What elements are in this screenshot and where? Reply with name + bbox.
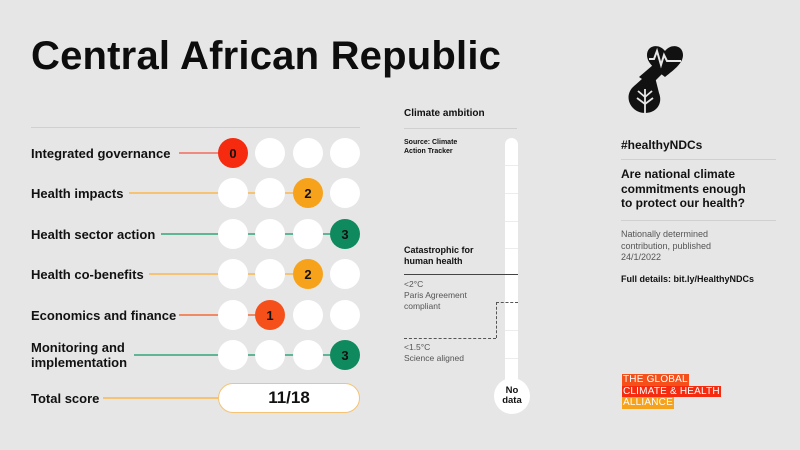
ndc-line: Nationally determined [621, 229, 709, 239]
score-dot [293, 219, 323, 249]
score-dot-active: 2 [293, 259, 323, 289]
climate-ambition-title: Climate ambition [404, 108, 485, 119]
science-line: <1.5°C [404, 342, 431, 352]
score-dot [218, 219, 248, 249]
score-row-health-sector-action: Health sector action 3 [31, 219, 361, 255]
bulb-text: data [502, 395, 522, 406]
category-label: Health impacts [31, 186, 124, 201]
score-dot [218, 340, 248, 370]
score-dots: 0 [218, 138, 361, 168]
science-threshold-label: <1.5°C Science aligned [404, 342, 464, 364]
ndc-line: 24/1/2022 [621, 252, 662, 262]
score-dots: 2 [218, 259, 361, 289]
category-label-line: Monitoring and [31, 340, 125, 355]
full-details-link[interactable]: Full details: bit.ly/HealthyNDCs [621, 274, 755, 284]
question-line: commitments enough [621, 181, 746, 196]
paris-line: <2°C [404, 279, 424, 289]
total-score-row: Total score [31, 383, 361, 419]
science-line: Science aligned [404, 353, 465, 363]
connector-line [179, 152, 221, 154]
category-label-line: implementation [31, 355, 128, 370]
score-dot [293, 138, 323, 168]
category-label: Monitoring and implementation [31, 340, 127, 370]
paris-threshold-dash [496, 302, 497, 338]
divider [404, 128, 517, 129]
category-label: Health sector action [31, 227, 156, 242]
total-score-label: Total score [31, 391, 100, 406]
score-row-monitoring-and-implementation: Monitoring and implementation 3 [31, 340, 361, 376]
catastrophic-threshold-line [404, 274, 518, 275]
logo-line: THE GLOBAL [622, 374, 689, 386]
score-dot [255, 259, 285, 289]
catastrophic-line: human health [404, 256, 463, 266]
connector-line [103, 397, 221, 399]
score-dot [330, 300, 360, 330]
ndc-publication-note: Nationally determined contribution, publ… [621, 229, 791, 264]
score-dot [255, 219, 285, 249]
thermometer-tick [505, 358, 518, 359]
thermometer-tube [505, 138, 518, 400]
thermometer-tick [505, 193, 518, 194]
score-dot [293, 300, 323, 330]
thermometer-tick [505, 165, 518, 166]
category-label: Integrated governance [31, 146, 171, 161]
thermometer-tick [505, 221, 518, 222]
question-heading: Are national climate commitments enough … [621, 167, 791, 211]
score-dots: 3 [218, 340, 361, 370]
paris-threshold-label: <2°C Paris Agreement compliant [404, 279, 467, 312]
logo-line: ALLIANCE [622, 397, 674, 409]
total-score-value: 11/18 [218, 383, 360, 413]
score-dot [255, 138, 285, 168]
paris-threshold-dash [496, 302, 518, 303]
score-dot-active: 1 [255, 300, 285, 330]
score-dot [330, 259, 360, 289]
source-line: Action Tracker [404, 147, 453, 155]
hashtag: #healthyNDCs [621, 138, 703, 152]
score-dot [218, 259, 248, 289]
score-dot [330, 138, 360, 168]
category-label: Health co-benefits [31, 267, 144, 282]
catastrophic-label: Catastrophic for human health [404, 245, 474, 267]
score-row-integrated-governance: Integrated governance 0 [31, 138, 361, 174]
paris-line: compliant [404, 301, 441, 311]
heart-leaf-drop-icon [628, 46, 683, 113]
score-dot-active: 3 [330, 340, 360, 370]
divider [621, 159, 776, 160]
catastrophic-line: Catastrophic for [404, 245, 474, 255]
score-dot-active: 3 [330, 219, 360, 249]
score-row-health-impacts: Health impacts 2 [31, 178, 361, 214]
science-threshold-dash [404, 338, 496, 339]
connector-line [161, 233, 336, 235]
gcha-logo: THE GLOBAL CLIMATE & HEALTH ALLIANCE [622, 374, 721, 409]
question-line: to protect our health? [621, 196, 745, 210]
category-label: Economics and finance [31, 308, 177, 323]
score-row-health-co-benefits: Health co-benefits 2 [31, 259, 361, 295]
score-dot [293, 340, 323, 370]
bulb-text: No [505, 385, 519, 396]
score-dot [255, 340, 285, 370]
source-line: Source: Climate [404, 139, 458, 146]
thermometer-bulb: No data [494, 378, 530, 414]
divider [31, 127, 360, 128]
thermometer-tick [505, 248, 518, 249]
score-dots: 3 [218, 219, 361, 249]
page-title: Central African Republic [31, 34, 502, 78]
score-dot [330, 178, 360, 208]
score-dot [255, 178, 285, 208]
logo-line: CLIMATE & HEALTH [622, 385, 721, 397]
score-dots: 1 [218, 300, 361, 330]
score-row-economics-and-finance: Economics and finance 1 [31, 300, 361, 336]
divider [621, 220, 776, 221]
score-dot-active: 0 [218, 138, 248, 168]
score-dot-active: 2 [293, 178, 323, 208]
connector-line [129, 192, 299, 194]
score-dot [218, 178, 248, 208]
score-dot [218, 300, 248, 330]
ndc-line: contribution, published [621, 240, 712, 251]
paris-line: Paris Agreement [404, 290, 467, 300]
question-line: Are national climate [621, 167, 736, 181]
thermometer-tick [505, 330, 518, 331]
source-note: Source: Climate Action Tracker [404, 139, 457, 156]
score-dots: 2 [218, 178, 361, 208]
